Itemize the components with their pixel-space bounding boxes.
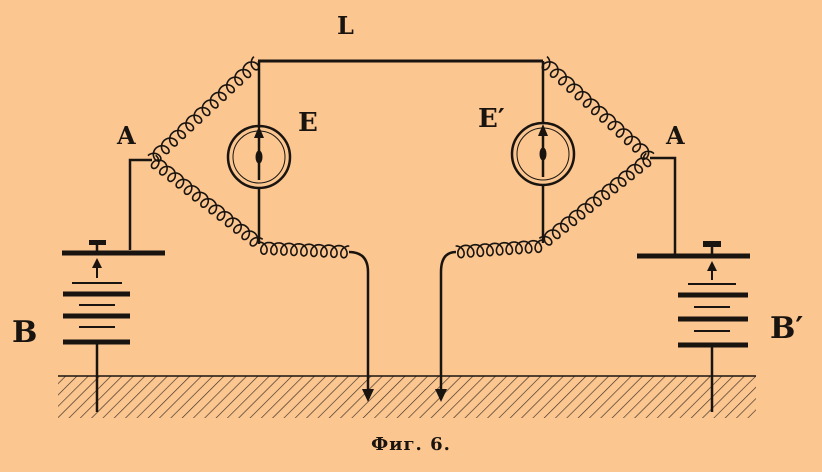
battery-right	[678, 261, 748, 412]
coil-left-earth	[259, 241, 350, 259]
key-left	[62, 158, 165, 256]
label-key-left: A	[117, 121, 136, 150]
label-key-right: A	[666, 121, 685, 150]
earth-arrows	[362, 389, 447, 402]
key-right	[637, 156, 750, 259]
galvanometer-e-prime	[510, 121, 576, 187]
coil-right-upper	[541, 56, 655, 161]
coil-right-lower	[538, 152, 652, 246]
figure-caption: Фиг. 6.	[371, 434, 451, 455]
label-line: L	[337, 11, 354, 40]
battery-left	[63, 258, 130, 412]
coil-right-earth	[455, 239, 543, 259]
label-galvanometer-e: E	[298, 108, 318, 138]
galvanometer-wires	[257, 61, 545, 244]
coil-left-upper	[147, 56, 260, 163]
earth-leads	[348, 250, 457, 392]
label-battery-left: B	[12, 315, 38, 350]
galvanometer-e	[226, 124, 292, 190]
label-battery-right: B′	[770, 311, 804, 346]
coil-left-lower	[150, 154, 264, 247]
coil-wires	[147, 56, 655, 259]
label-galvanometer-e-prime: E′	[478, 104, 505, 134]
ground	[58, 375, 756, 418]
